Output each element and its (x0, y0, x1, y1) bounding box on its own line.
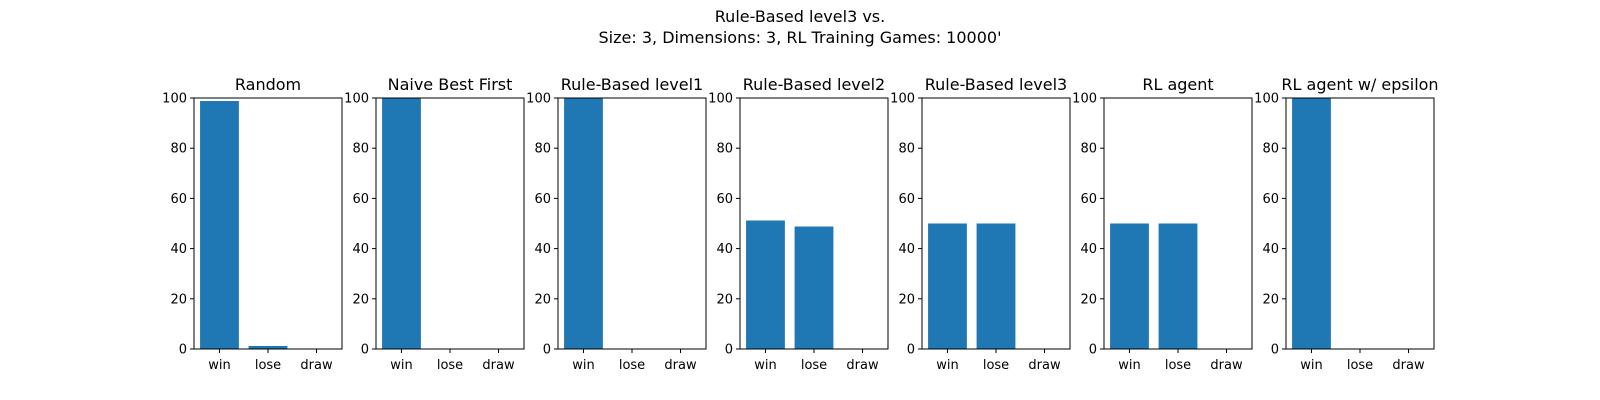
y-tick-label: 20 (1080, 292, 1097, 307)
y-tick-label: 0 (361, 343, 369, 358)
x-tick-label: lose (437, 358, 463, 373)
x-tick-label: draw (846, 358, 879, 373)
subplot-6: RL agent win lose draw 0 20 40 60 80 100 (1072, 75, 1253, 373)
x-tick-label: lose (983, 358, 1009, 373)
y-tick-label: 60 (898, 192, 915, 207)
bar-win (564, 98, 603, 349)
axes-frame (557, 97, 707, 350)
axes-frame (375, 97, 525, 350)
subplot-1: Random win lose draw 0 20 40 60 80 100 (162, 75, 343, 373)
y-tick-label: 100 (1254, 92, 1279, 107)
bar-win (746, 220, 785, 349)
x-tick-label: lose (619, 358, 645, 373)
x-tick-label: win (208, 358, 230, 373)
bar-lose (248, 345, 288, 349)
y-tick-label: 100 (1072, 92, 1097, 107)
bar-lose (1158, 223, 1198, 349)
x-tick-label: draw (1028, 358, 1061, 373)
subplot-3: Rule-Based level1 win lose draw 0 20 40 60 80 100 (526, 75, 707, 373)
subplot-title: RL agent w/ epsilon (1281, 75, 1438, 94)
y-tick-label: 80 (1262, 142, 1279, 157)
y-tick-label: 0 (179, 343, 187, 358)
y-tick-label: 80 (898, 142, 915, 157)
x-tick-label: win (1300, 358, 1322, 373)
y-tick-label: 0 (543, 343, 551, 358)
y-tick-label: 60 (716, 192, 733, 207)
y-tick-label: 40 (898, 242, 915, 257)
x-tick-label: draw (1210, 358, 1243, 373)
subplot-title: Rule-Based level2 (743, 75, 885, 94)
x-tick-label: draw (482, 358, 515, 373)
bar-win (928, 223, 967, 349)
bar-win (1110, 223, 1149, 349)
axes-frame (193, 97, 343, 350)
subplot-title: Rule-Based level1 (561, 75, 703, 94)
y-tick-label: 20 (716, 292, 733, 307)
y-tick-label: 100 (708, 92, 733, 107)
y-tick-label: 0 (1089, 343, 1097, 358)
subplot-title: Naive Best First (388, 75, 513, 94)
y-tick-label: 0 (725, 343, 733, 358)
bar-win (382, 98, 421, 349)
y-tick-label: 60 (1080, 192, 1097, 207)
y-tick-label: 40 (716, 242, 733, 257)
y-tick-label: 20 (352, 292, 369, 307)
x-tick-label: win (1118, 358, 1140, 373)
y-tick-label: 20 (1262, 292, 1279, 307)
axes-frame (1103, 97, 1253, 350)
subplot-7: RL agent w/ epsilon win lose draw 0 20 40 60 80 1… (1254, 75, 1438, 373)
y-tick-label: 60 (534, 192, 551, 207)
bar-win (1292, 98, 1331, 349)
figure-title-line-1: Rule-Based level3 vs. (715, 7, 885, 26)
bar-win (200, 101, 239, 349)
x-tick-label: win (754, 358, 776, 373)
axes-frame (739, 97, 889, 350)
x-tick-label: lose (255, 358, 281, 373)
y-tick-label: 40 (170, 242, 187, 257)
y-tick-label: 20 (534, 292, 551, 307)
x-tick-label: win (572, 358, 594, 373)
y-tick-label: 20 (170, 292, 187, 307)
x-tick-label: draw (300, 358, 333, 373)
y-tick-label: 100 (344, 92, 369, 107)
y-tick-label: 60 (170, 192, 187, 207)
y-tick-label: 0 (1271, 343, 1279, 358)
x-tick-label: lose (1347, 358, 1373, 373)
bar-lose (976, 223, 1016, 349)
y-tick-label: 80 (170, 142, 187, 157)
bar-lose (794, 226, 834, 349)
x-tick-label: win (390, 358, 412, 373)
y-tick-label: 80 (534, 142, 551, 157)
figure-title-line-2: Size: 3, Dimensions: 3, RL Training Game… (599, 28, 1002, 47)
y-tick-label: 80 (716, 142, 733, 157)
y-tick-label: 20 (898, 292, 915, 307)
axes-frame (1285, 97, 1435, 350)
y-tick-label: 100 (162, 92, 187, 107)
y-tick-label: 40 (1262, 242, 1279, 257)
y-tick-label: 80 (1080, 142, 1097, 157)
x-tick-label: win (936, 358, 958, 373)
x-tick-label: lose (1165, 358, 1191, 373)
axes-frame (921, 97, 1071, 350)
y-tick-label: 40 (534, 242, 551, 257)
subplot-2: Naive Best First win lose draw 0 20 40 60 80 100 (344, 75, 525, 373)
subplot-title: RL agent (1142, 75, 1213, 94)
y-tick-label: 100 (890, 92, 915, 107)
y-tick-label: 80 (352, 142, 369, 157)
x-tick-label: draw (1392, 358, 1425, 373)
subplot-4: Rule-Based level2 win lose draw 0 20 40 60 80 100 (708, 75, 889, 373)
x-tick-label: lose (801, 358, 827, 373)
x-tick-label: draw (664, 358, 697, 373)
y-tick-label: 60 (352, 192, 369, 207)
y-tick-label: 0 (907, 343, 915, 358)
y-tick-label: 40 (1080, 242, 1097, 257)
y-tick-label: 100 (526, 92, 551, 107)
y-tick-label: 40 (352, 242, 369, 257)
subplot-title: Random (235, 75, 301, 94)
subplot-title: Rule-Based level3 (925, 75, 1067, 94)
subplot-5: Rule-Based level3 win lose draw 0 20 40 60 80 100 (890, 75, 1071, 373)
y-tick-label: 60 (1262, 192, 1279, 207)
